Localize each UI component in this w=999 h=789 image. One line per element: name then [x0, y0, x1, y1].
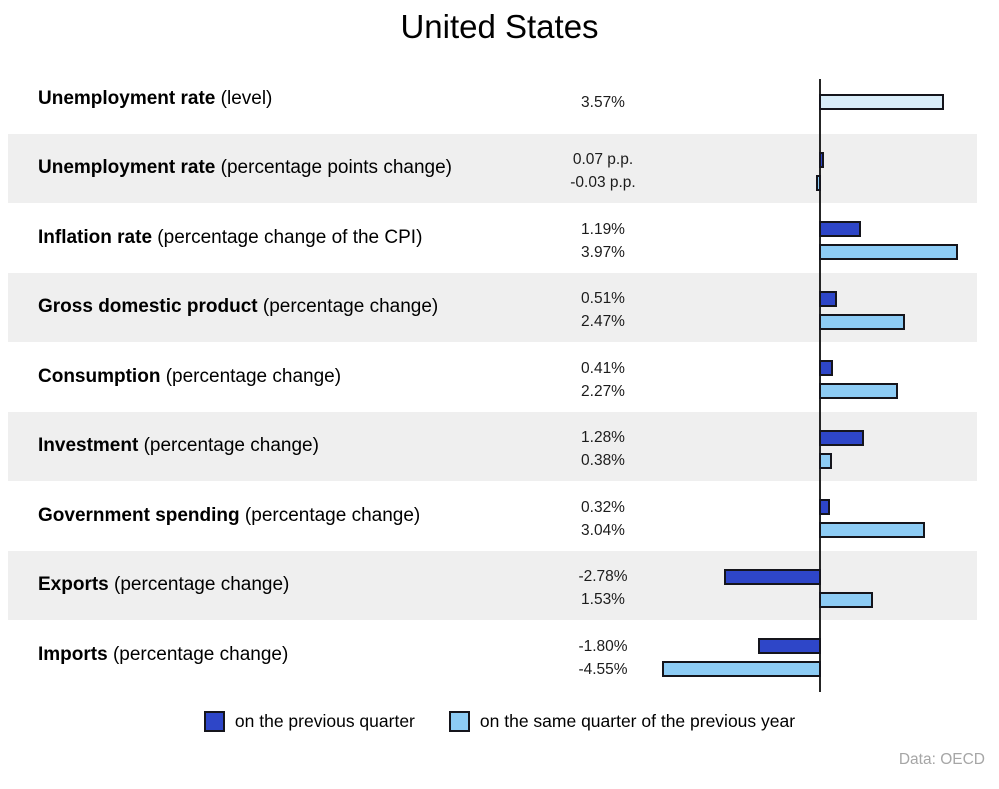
bar-previous-quarter — [723, 568, 821, 585]
value-label: 2.47% — [581, 313, 625, 330]
row-stripe-band — [8, 550, 977, 620]
value-label: 2.27% — [581, 382, 625, 400]
row-label: Government spending (percentage change) — [38, 504, 421, 526]
value-label: -1.80% — [578, 637, 628, 655]
chart-row: Consumption (percentage change) 0.41% 2.27… — [0, 342, 999, 412]
value-label: 0.07 p.p. — [572, 151, 634, 168]
legend-swatch-previous-quarter — [203, 711, 225, 732]
chart-row: Investment (percentage change) 1.28% 0.38% — [0, 411, 999, 481]
bar-previous-quarter — [819, 151, 824, 168]
value-label: 1.19% — [581, 220, 625, 238]
bar-same-quarter-prev-year — [661, 661, 821, 677]
chart-row: Unemployment rate (level) 3.57% — [0, 64, 999, 134]
bar-previous-quarter — [819, 221, 861, 237]
bar-same-quarter-prev-year — [819, 591, 873, 608]
row-label: Investment (percentage change) — [38, 435, 319, 457]
legend-label: on the same quarter of the previous year — [479, 711, 796, 731]
row-label: Inflation rate (percentage change of the… — [38, 226, 423, 248]
bar-previous-quarter — [758, 638, 821, 654]
bar-same-quarter-prev-year — [819, 452, 833, 469]
row-label: Gross domestic product (percentage chang… — [38, 296, 439, 318]
chart-rows: Unemployment rate (level) 3.57% Unemployme… — [0, 64, 999, 692]
row-stripe-band — [8, 411, 977, 481]
row-label: Unemployment rate (level) — [38, 87, 273, 109]
value-label: -2.78% — [578, 568, 628, 585]
row-stripe-band — [8, 272, 977, 342]
legend-item: on the same quarter of the previous year — [448, 711, 796, 732]
bar-same-quarter-prev-year — [819, 313, 906, 330]
legend-label: on the previous quarter — [234, 711, 415, 731]
row-label: Imports (percentage change) — [38, 643, 289, 665]
page-title: United States — [400, 8, 599, 45]
data-source-note: Data: OECD — [898, 751, 985, 768]
bar-previous-quarter — [819, 290, 837, 307]
row-label: Unemployment rate (percentage points cha… — [38, 157, 452, 179]
chart-row: Government spending (percentage change) 0… — [0, 481, 999, 551]
bar-level — [819, 94, 944, 110]
value-label: -4.55% — [578, 660, 628, 678]
chart-row: Inflation rate (percentage change of the… — [0, 203, 999, 273]
bar-previous-quarter — [819, 360, 834, 376]
bar-previous-quarter — [819, 429, 864, 446]
chart-row: Imports (percentage change) -1.80% -4.55% — [0, 620, 999, 690]
row-label: Exports (percentage change) — [38, 574, 290, 596]
value-label: 0.41% — [581, 359, 625, 377]
value-label: 3.04% — [581, 521, 625, 539]
value-label: 3.57% — [581, 93, 625, 111]
bar-same-quarter-prev-year — [816, 174, 821, 191]
bar-same-quarter-prev-year — [819, 244, 958, 260]
value-label: 1.53% — [581, 591, 625, 608]
bar-same-quarter-prev-year — [819, 522, 926, 538]
legend-item: on the previous quarter — [203, 711, 415, 732]
bar-previous-quarter — [819, 499, 831, 515]
value-label: 0.38% — [581, 452, 625, 469]
row-label: Consumption (percentage change) — [38, 365, 342, 387]
value-label: 0.51% — [581, 290, 625, 307]
value-label: -0.03 p.p. — [570, 174, 636, 191]
legend-swatch-same-quarter-prev-year — [448, 711, 470, 732]
chart-row: Exports (percentage change) -2.78% 1.53% — [0, 550, 999, 620]
value-label: 1.28% — [581, 429, 625, 446]
value-label: 0.32% — [581, 498, 625, 516]
chart-legend: on the previous quarter on the same quart… — [0, 711, 999, 732]
value-label: 3.97% — [581, 243, 625, 261]
bar-same-quarter-prev-year — [819, 383, 899, 399]
chart-row: Unemployment rate (percentage points cha… — [0, 133, 999, 203]
chart-row: Gross domestic product (percentage chang… — [0, 272, 999, 342]
row-stripe-band — [8, 133, 977, 203]
